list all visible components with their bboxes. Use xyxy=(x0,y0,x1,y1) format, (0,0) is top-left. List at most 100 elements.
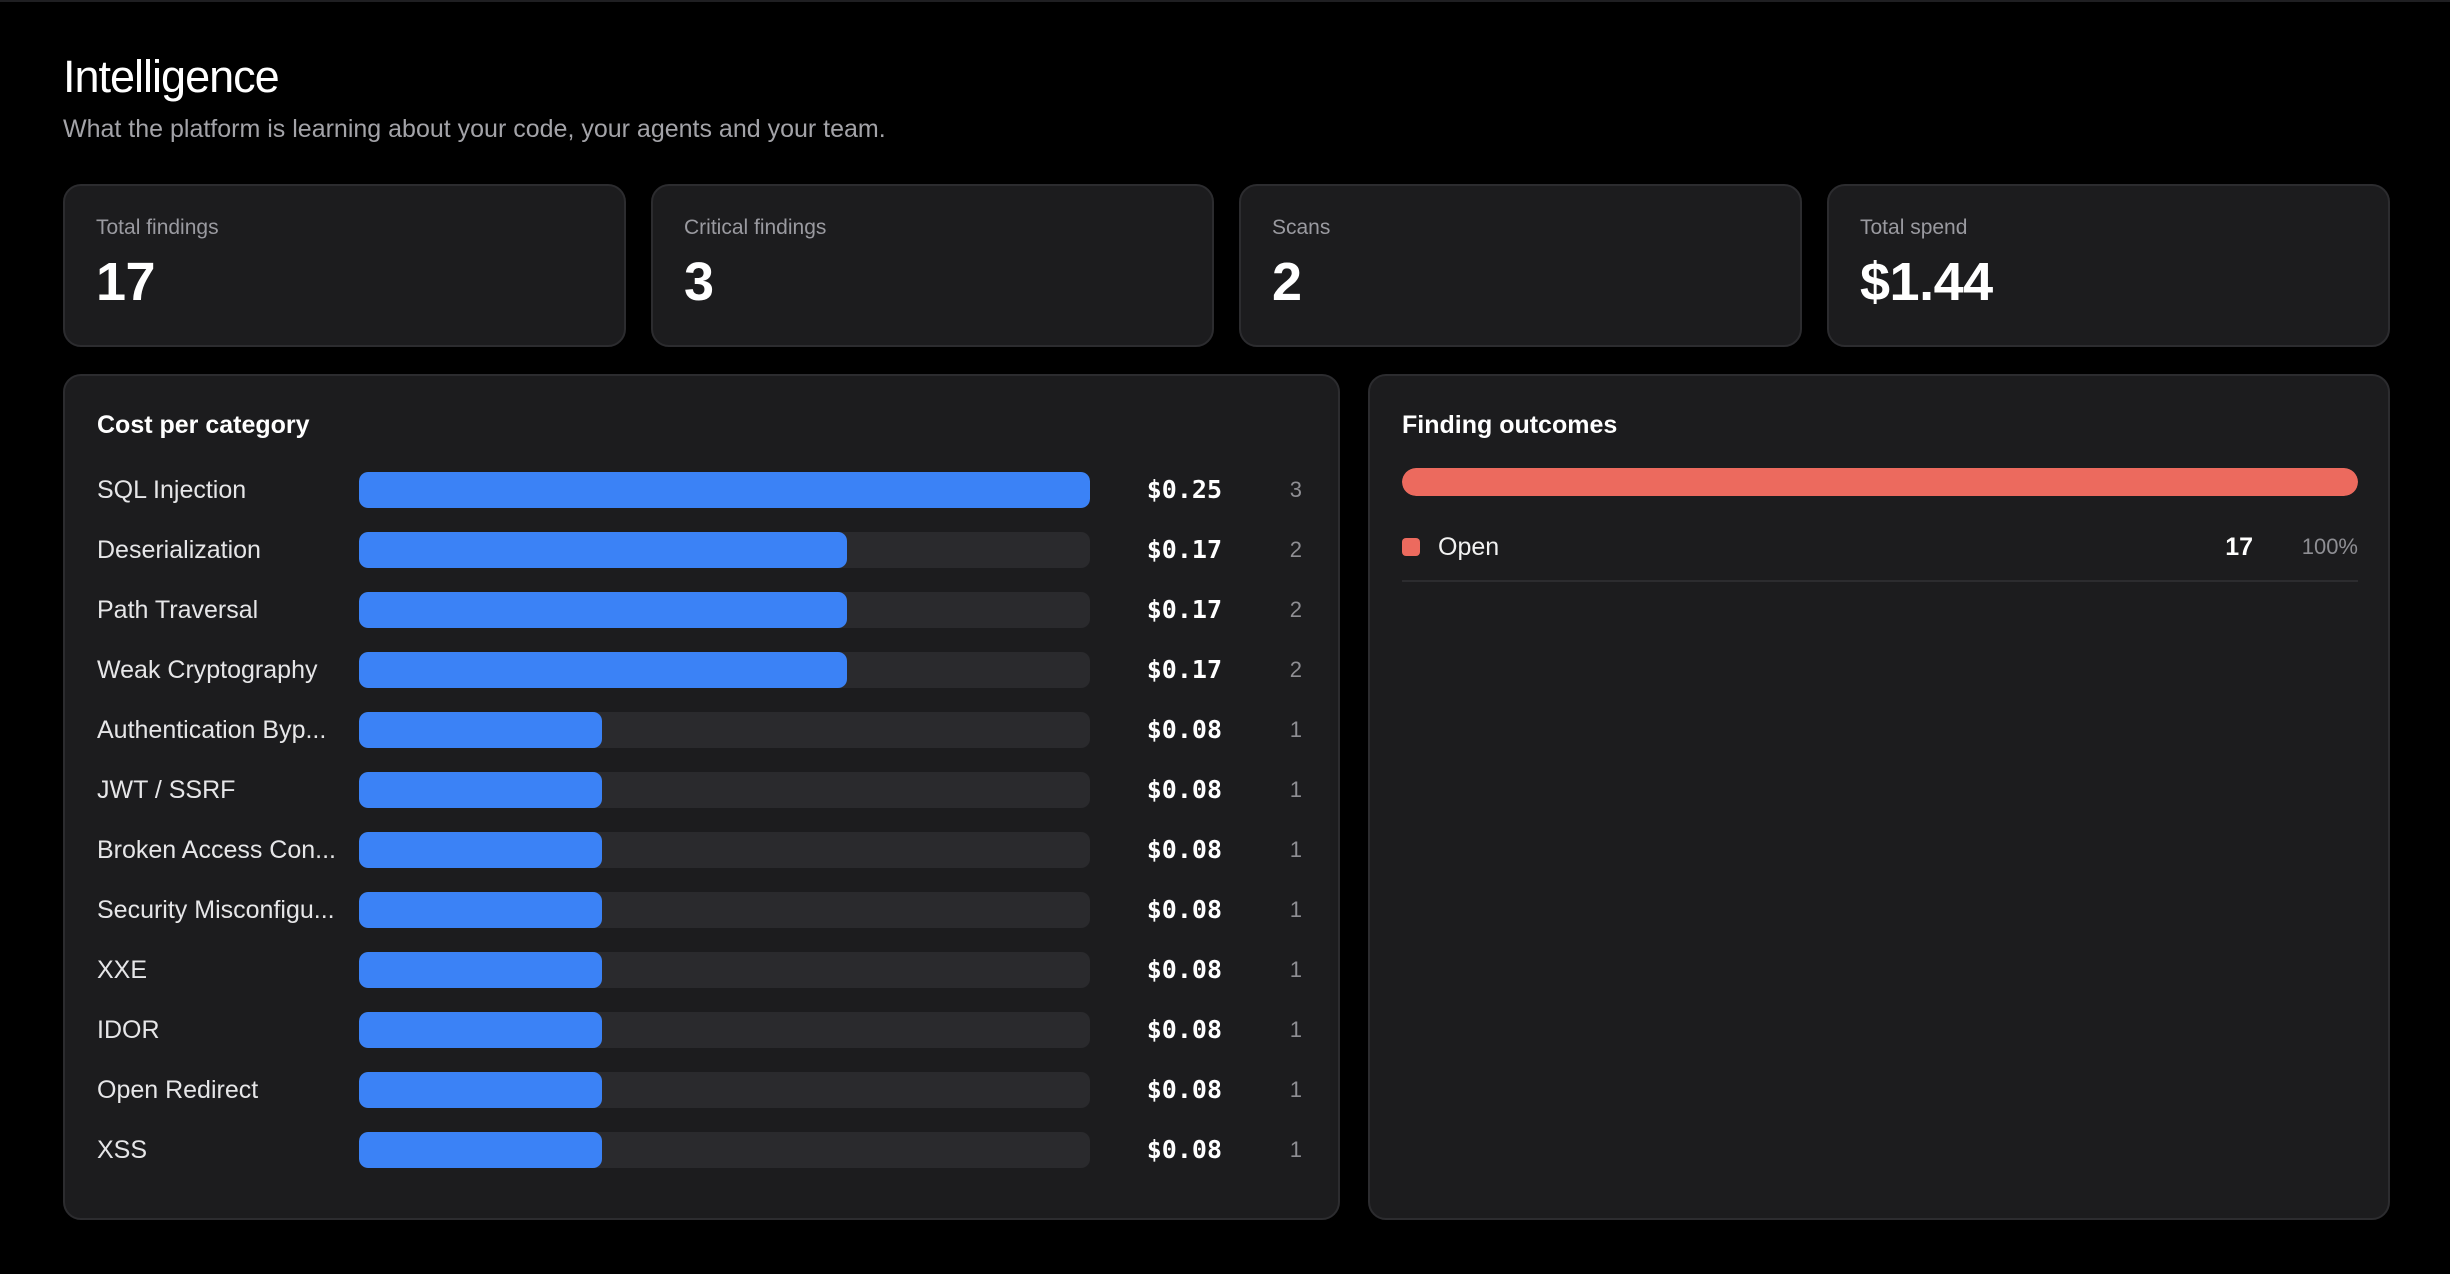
category-label: XSS xyxy=(97,1136,148,1164)
category-cost: $0.08 xyxy=(1146,775,1222,804)
category-row[interactable]: Authentication Byp... $0.08 1 xyxy=(97,712,1310,772)
category-cost: $0.08 xyxy=(1146,955,1222,984)
category-cost: $0.08 xyxy=(1146,1075,1222,1104)
outcome-label: Open xyxy=(1438,533,1500,561)
category-count: 1 xyxy=(1289,717,1302,742)
category-count: 1 xyxy=(1289,897,1302,922)
category-label: IDOR xyxy=(97,1016,160,1044)
page-subtitle: What the platform is learning about your… xyxy=(63,115,886,143)
category-label: Weak Cryptography xyxy=(97,656,318,684)
category-bar-track xyxy=(359,1072,1090,1108)
stat-value: 17 xyxy=(96,252,156,312)
category-bar-fill xyxy=(359,1072,603,1108)
cost-per-category-panel: Cost per category SQL Injection $0.25 3 Des… xyxy=(63,374,1340,1220)
stat-card-critical-findings: Critical findings 3 xyxy=(651,184,1214,347)
category-bar-fill xyxy=(359,1012,603,1048)
category-bar-fill xyxy=(359,712,603,748)
outcome-bar-segment-open xyxy=(1402,468,2358,496)
category-row[interactable]: Open Redirect $0.08 1 xyxy=(97,1072,1310,1132)
stat-value: $1.44 xyxy=(1860,252,1993,312)
legend-dot xyxy=(1402,538,1420,556)
category-row[interactable]: Deserialization $0.17 2 xyxy=(97,532,1310,592)
category-bar-track xyxy=(359,652,1090,688)
category-list: SQL Injection $0.25 3 Deserialization $0.17 2… xyxy=(97,472,1310,1192)
category-row[interactable]: XSS $0.08 1 xyxy=(97,1132,1310,1192)
category-count: 1 xyxy=(1289,1077,1302,1102)
category-count: 1 xyxy=(1289,1137,1302,1162)
top-divider xyxy=(0,0,2450,2)
category-bar-fill xyxy=(359,892,603,928)
category-bar-fill xyxy=(359,532,847,568)
category-bar-fill xyxy=(359,592,847,628)
category-count: 1 xyxy=(1289,777,1302,802)
category-cost: $0.17 xyxy=(1146,595,1222,624)
category-bar-track xyxy=(359,712,1090,748)
category-cost: $0.08 xyxy=(1146,835,1222,864)
category-bar-track xyxy=(359,1132,1090,1168)
category-bar-track xyxy=(359,472,1090,508)
category-label: XXE xyxy=(97,956,148,984)
category-cost: $0.17 xyxy=(1146,655,1222,684)
category-label: Broken Access Con... xyxy=(97,836,337,864)
category-count: 1 xyxy=(1289,957,1302,982)
stat-value: 2 xyxy=(1272,252,1302,312)
page-title: Intelligence xyxy=(63,51,280,102)
outcome-percent: 100% xyxy=(2301,534,2358,559)
stat-label: Total findings xyxy=(96,216,219,239)
category-label: Deserialization xyxy=(97,536,261,564)
category-row[interactable]: Weak Cryptography $0.17 2 xyxy=(97,652,1310,712)
category-label: Security Misconfigu... xyxy=(97,896,335,924)
category-bar-track xyxy=(359,952,1090,988)
category-bar-track xyxy=(359,772,1090,808)
category-row[interactable]: Broken Access Con... $0.08 1 xyxy=(97,832,1310,892)
category-bar-fill xyxy=(359,832,603,868)
stat-value: 3 xyxy=(684,252,714,312)
category-row[interactable]: SQL Injection $0.25 3 xyxy=(97,472,1310,532)
category-cost: $0.17 xyxy=(1146,535,1222,564)
stat-label: Critical findings xyxy=(684,216,827,239)
category-count: 3 xyxy=(1289,477,1302,502)
category-bar-track xyxy=(359,592,1090,628)
category-cost: $0.08 xyxy=(1146,715,1222,744)
category-label: Open Redirect xyxy=(97,1076,259,1104)
panel-title: Finding outcomes xyxy=(1402,411,1618,439)
stat-label: Scans xyxy=(1272,216,1331,239)
category-bar-track xyxy=(359,1012,1090,1048)
category-label: JWT / SSRF xyxy=(97,776,236,804)
outcome-count: 17 xyxy=(2225,533,2253,561)
outcome-row-open[interactable]: Open 17 100% xyxy=(1402,526,2358,582)
panel-title: Cost per category xyxy=(97,411,310,439)
category-bar-track xyxy=(359,532,1090,568)
category-row[interactable]: JWT / SSRF $0.08 1 xyxy=(97,772,1310,832)
finding-outcomes-panel: Finding outcomes Open 17 100% xyxy=(1368,374,2390,1220)
stat-label: Total spend xyxy=(1860,216,1968,239)
category-cost: $0.08 xyxy=(1146,1015,1222,1044)
category-label: SQL Injection xyxy=(97,476,247,504)
category-row[interactable]: Security Misconfigu... $0.08 1 xyxy=(97,892,1310,952)
outcome-stacked-bar xyxy=(1402,468,2358,496)
category-bar-fill xyxy=(359,1132,603,1168)
stat-card-total-spend: Total spend $1.44 xyxy=(1827,184,2390,347)
category-cost: $0.08 xyxy=(1146,1135,1222,1164)
category-bar-fill xyxy=(359,952,603,988)
category-bar-fill xyxy=(359,472,1090,508)
category-row[interactable]: XXE $0.08 1 xyxy=(97,952,1310,1012)
category-row[interactable]: Path Traversal $0.17 2 xyxy=(97,592,1310,652)
category-cost: $0.25 xyxy=(1146,475,1222,504)
category-bar-fill xyxy=(359,652,847,688)
category-count: 2 xyxy=(1289,657,1302,682)
category-label: Authentication Byp... xyxy=(97,716,327,744)
category-count: 1 xyxy=(1289,1017,1302,1042)
category-count: 2 xyxy=(1289,597,1302,622)
stats-row: Total findings 17 Critical findings 3 Sc… xyxy=(63,184,2390,347)
intelligence-page: Intelligence What the platform is learni… xyxy=(63,51,2390,1220)
category-count: 1 xyxy=(1289,837,1302,862)
stat-card-total-findings: Total findings 17 xyxy=(63,184,626,347)
category-bar-fill xyxy=(359,772,603,808)
category-count: 2 xyxy=(1289,537,1302,562)
category-row[interactable]: IDOR $0.08 1 xyxy=(97,1012,1310,1072)
category-label: Path Traversal xyxy=(97,596,259,624)
stat-card-scans: Scans 2 xyxy=(1239,184,1802,347)
category-bar-track xyxy=(359,832,1090,868)
category-bar-track xyxy=(359,892,1090,928)
